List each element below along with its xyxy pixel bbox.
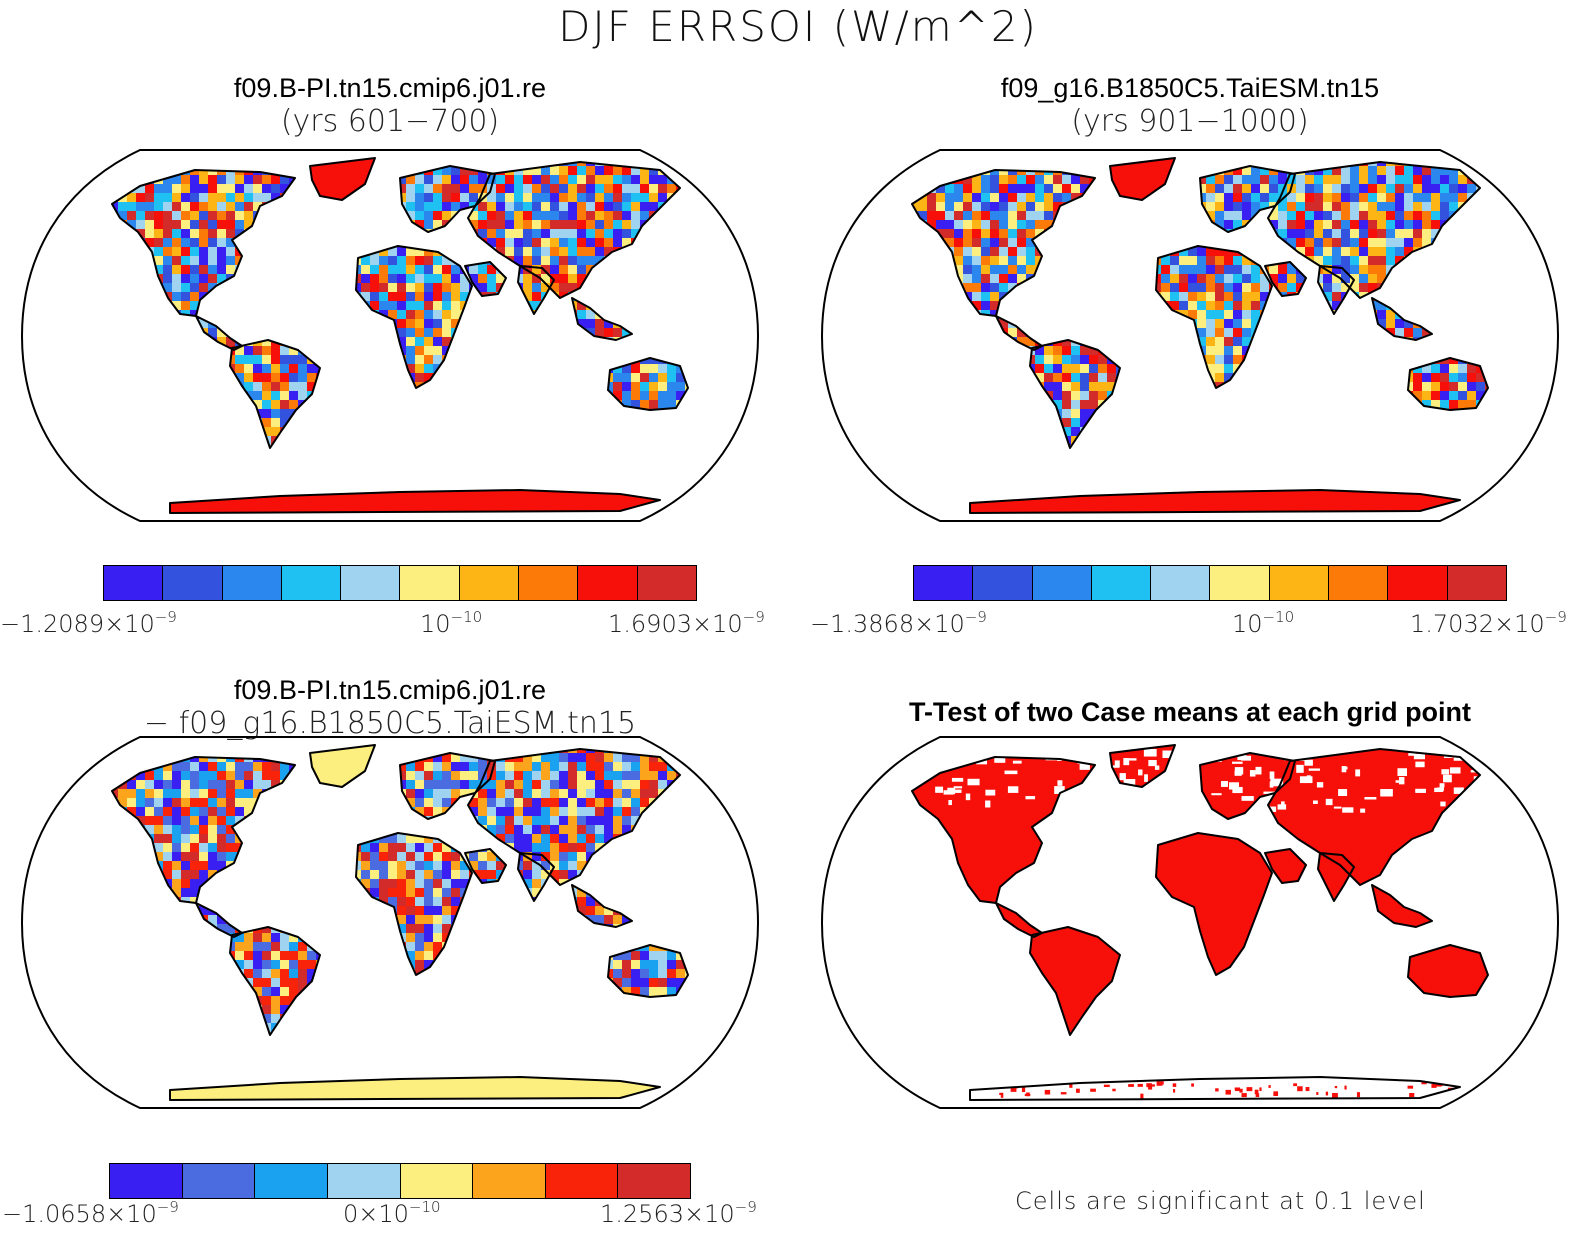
colorbar-difference-mid-label: 0×10−10 <box>343 1198 441 1228</box>
colorbar-case1-max-label: 1.6903×10−9 <box>608 608 765 638</box>
map-panel-ttest <box>820 736 1560 1109</box>
colorbar-swatch <box>459 566 520 600</box>
colorbar-swatch <box>473 1164 546 1198</box>
colorbar-swatch <box>914 566 974 600</box>
panel-2-years: (yrs 901−1000) <box>1071 104 1309 139</box>
colorbar-swatch <box>182 1164 256 1198</box>
colorbar-swatch <box>973 566 1033 600</box>
colorbar-swatch <box>1151 566 1211 600</box>
panel-3-case-b: − f09_g16.B1850C5.TaiESM.tn15 <box>143 706 637 741</box>
colorbar-swatch <box>1210 566 1270 600</box>
map-panel-difference <box>20 736 760 1109</box>
colorbar-swatch <box>1447 566 1506 600</box>
colorbar-swatch <box>222 566 282 600</box>
colorbar-swatch <box>578 566 638 600</box>
colorbar-case2 <box>913 565 1507 601</box>
colorbar-case1 <box>103 565 697 601</box>
colorbar-difference-min-label: −1.0658×10−9 <box>2 1198 179 1228</box>
colorbar-swatch <box>281 566 342 600</box>
colorbar-swatch <box>618 1164 690 1198</box>
panel-1-title: f09.B-PI.tn15.cmip6.j01.re (yrs 601−700) <box>90 72 690 138</box>
colorbar-swatch <box>341 566 401 600</box>
colorbar-swatch <box>1388 566 1448 600</box>
panel-2-case-name: f09_g16.B1850C5.TaiESM.tn15 <box>1000 73 1380 103</box>
map-boundary <box>20 149 760 522</box>
panel-4-title: T-Test of two Case means at each grid po… <box>820 696 1560 729</box>
colorbar-swatch <box>637 566 696 600</box>
panel-1-years: (yrs 601−700) <box>280 104 500 139</box>
colorbar-swatch <box>163 566 223 600</box>
significance-footnote: Cells are significant at 0.1 level <box>1015 1187 1426 1215</box>
colorbar-swatch <box>1091 566 1152 600</box>
map-boundary <box>820 736 1560 1109</box>
colorbar-swatch <box>1329 566 1389 600</box>
map-panel-case2 <box>820 149 1560 522</box>
panel-3-title: f09.B-PI.tn15.cmip6.j01.re − f09_g16.B18… <box>40 674 740 740</box>
map-boundary <box>20 736 760 1109</box>
colorbar-swatch <box>1032 566 1092 600</box>
colorbar-swatch <box>1269 566 1330 600</box>
panel-4-ttest-title: T-Test of two Case means at each grid po… <box>908 697 1472 727</box>
colorbar-swatch <box>400 1164 474 1198</box>
colorbar-difference-max-label: 1.2563×10−9 <box>600 1198 757 1228</box>
map-boundary <box>820 149 1560 522</box>
colorbar-case2-mid-label: 10−10 <box>1232 608 1295 638</box>
colorbar-case1-mid-label: 10−10 <box>420 608 483 638</box>
figure-title: DJF ERRSOI (W/m^2) <box>558 2 1038 51</box>
colorbar-swatch <box>255 1164 328 1198</box>
colorbar-difference <box>109 1163 691 1199</box>
panel-3-case-a: f09.B-PI.tn15.cmip6.j01.re <box>233 675 547 705</box>
colorbar-swatch <box>110 1164 183 1198</box>
colorbar-case1-min-label: −1.2089×10−9 <box>0 608 177 638</box>
panel-1-case-name: f09.B-PI.tn15.cmip6.j01.re <box>233 73 547 103</box>
panel-2-title: f09_g16.B1850C5.TaiESM.tn15 (yrs 901−100… <box>890 72 1490 138</box>
colorbar-swatch <box>545 1164 619 1198</box>
colorbar-swatch <box>519 566 579 600</box>
colorbar-swatch <box>327 1164 401 1198</box>
colorbar-swatch <box>400 566 460 600</box>
colorbar-case2-max-label: 1.7032×10−9 <box>1410 608 1567 638</box>
map-panel-case1 <box>20 149 760 522</box>
colorbar-swatch <box>104 566 164 600</box>
colorbar-case2-min-label: −1.3868×10−9 <box>810 608 987 638</box>
